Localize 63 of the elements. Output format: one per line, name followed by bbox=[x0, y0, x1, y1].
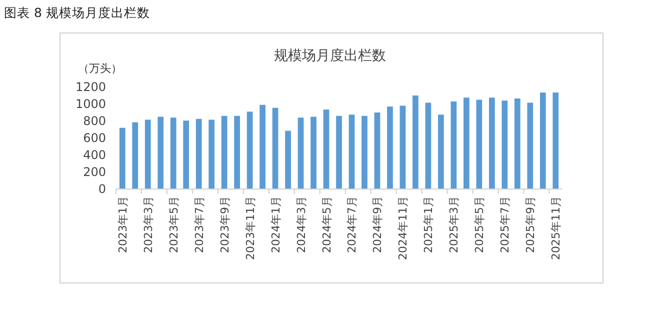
bar bbox=[196, 118, 202, 189]
bar bbox=[170, 118, 176, 189]
y-tick-label: 600 bbox=[83, 131, 106, 145]
x-tick-label: 2024年5月 bbox=[320, 196, 334, 253]
x-tick-label: 2023年3月 bbox=[142, 196, 155, 253]
x-tick-label: 2025年5月 bbox=[473, 196, 486, 253]
bar bbox=[158, 116, 164, 189]
bar bbox=[502, 100, 508, 189]
x-tick-label: 2024年11月 bbox=[396, 196, 410, 260]
chart-subtitle: 规模场月度出栏数 bbox=[274, 48, 386, 64]
bar bbox=[540, 92, 546, 189]
x-tick-label: 2025年7月 bbox=[498, 196, 512, 253]
bar bbox=[246, 112, 253, 189]
x-tick-label: 2023年1月 bbox=[116, 196, 130, 253]
bar bbox=[234, 116, 240, 189]
bar bbox=[348, 114, 355, 189]
bar bbox=[412, 96, 418, 189]
bar bbox=[310, 116, 316, 189]
y-tick-label: 1000 bbox=[75, 97, 106, 111]
bar bbox=[400, 106, 406, 189]
y-tick-label: 1200 bbox=[75, 80, 106, 94]
bar bbox=[132, 122, 138, 189]
y-tick-label: 400 bbox=[83, 148, 106, 162]
x-tick-label: 2025年9月 bbox=[524, 196, 538, 253]
x-tick-label: 2023年11月 bbox=[244, 196, 257, 260]
x-tick-label: 2025年11月 bbox=[550, 196, 563, 260]
bar bbox=[144, 120, 151, 189]
x-tick-label: 2024年7月 bbox=[346, 196, 359, 253]
y-tick-label: 0 bbox=[98, 182, 106, 196]
x-tick-label: 2024年3月 bbox=[294, 196, 308, 253]
bar bbox=[488, 98, 495, 189]
bar bbox=[450, 101, 457, 189]
bar bbox=[514, 98, 520, 189]
bar bbox=[119, 128, 126, 189]
x-tick-label: 2023年9月 bbox=[218, 196, 232, 253]
x-tick-label: 2023年5月 bbox=[167, 196, 180, 253]
bar bbox=[208, 120, 215, 189]
bar bbox=[336, 116, 342, 189]
y-tick-label: 800 bbox=[83, 114, 106, 128]
bar bbox=[323, 110, 330, 189]
x-tick-label: 2025年3月 bbox=[448, 196, 461, 253]
bar bbox=[221, 116, 228, 189]
bar bbox=[438, 114, 444, 189]
x-tick-label: 2023年7月 bbox=[192, 196, 206, 253]
bar bbox=[425, 102, 432, 189]
x-tick-label: 2024年1月 bbox=[269, 196, 282, 253]
bar bbox=[464, 98, 470, 189]
bar bbox=[298, 118, 304, 189]
x-tick-label: 2025年1月 bbox=[422, 196, 436, 253]
x-tick-label: 2024年9月 bbox=[371, 196, 384, 253]
bar bbox=[260, 104, 266, 189]
chart-title: 图表 8 规模场月度出栏数 bbox=[4, 5, 150, 20]
y-axis-title: （万头） bbox=[78, 62, 122, 75]
y-tick-label: 200 bbox=[83, 165, 106, 179]
bar bbox=[272, 108, 278, 189]
bar bbox=[183, 120, 190, 189]
bar bbox=[527, 102, 534, 189]
bar bbox=[285, 130, 291, 189]
bar bbox=[387, 106, 393, 189]
bar bbox=[362, 116, 368, 189]
bar bbox=[552, 92, 559, 189]
bar bbox=[374, 112, 380, 189]
bar bbox=[476, 100, 482, 189]
